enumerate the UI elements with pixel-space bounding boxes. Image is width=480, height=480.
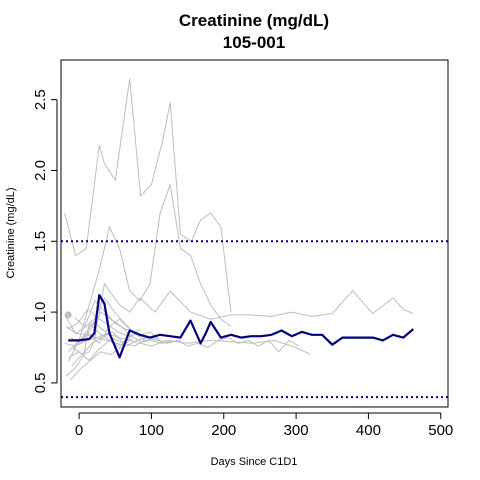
background-series-line (64, 296, 181, 344)
background-series-line (65, 325, 300, 353)
background-series-line (72, 321, 145, 350)
background-series-line (67, 184, 232, 362)
y-tick-label: 1.0 (32, 302, 49, 323)
x-tick-label: 0 (75, 422, 83, 439)
y-axis: 0.5 1.0 1.5 2.0 2.5 (32, 89, 58, 393)
background-series-line (71, 282, 414, 356)
baseline-marker (64, 311, 72, 319)
highlight-series-line (68, 294, 415, 359)
chart-subtitle: 105-001 (223, 33, 285, 52)
background-series-line (68, 339, 130, 361)
y-tick-label: 0.5 (32, 372, 49, 393)
background-series-line (64, 78, 232, 313)
y-tick-label: 2.5 (32, 89, 49, 110)
highlight-series-layer (68, 294, 415, 359)
series-layer (64, 78, 414, 381)
x-tick-label: 500 (428, 422, 453, 439)
background-series-line (64, 332, 311, 356)
x-axis: 0 100 200 300 400 500 (75, 412, 453, 439)
x-tick-label: 100 (139, 422, 164, 439)
y-tick-label: 2.0 (32, 160, 49, 181)
x-axis-label: Days Since C1D1 (211, 456, 298, 468)
background-series-line (70, 347, 122, 381)
chart-title: Creatinine (mg/dL) (179, 11, 329, 30)
plot-frame (60, 59, 449, 408)
y-axis-label: Creatinine (mg/dL) (5, 187, 17, 278)
x-tick-label: 400 (356, 422, 381, 439)
x-tick-label: 300 (284, 422, 309, 439)
x-tick-label: 200 (211, 422, 236, 439)
y-tick-label: 1.5 (32, 231, 49, 252)
